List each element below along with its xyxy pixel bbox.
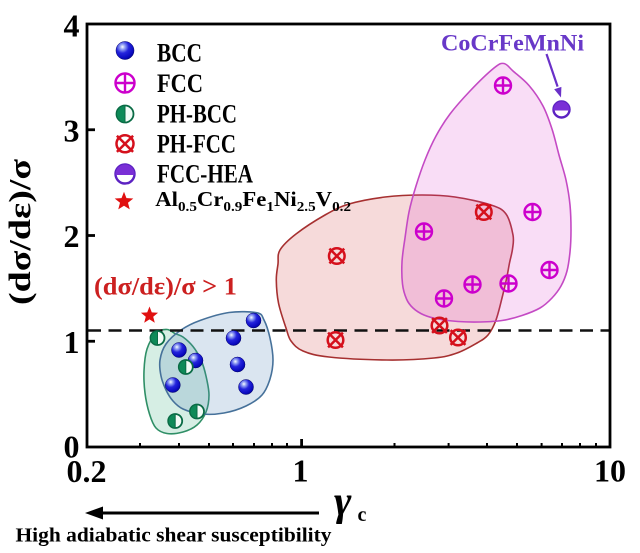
svg-text:0: 0	[64, 429, 80, 465]
svg-text:10: 10	[594, 453, 626, 489]
svg-text:c: c	[358, 504, 367, 526]
svg-text:(dσ/dε)/σ > 1: (dσ/dε)/σ > 1	[94, 272, 237, 301]
svg-text:PH-BCC: PH-BCC	[157, 99, 237, 128]
svg-text:FCC-HEA: FCC-HEA	[157, 160, 253, 189]
svg-text:BCC: BCC	[157, 39, 202, 68]
svg-text:3: 3	[64, 113, 80, 149]
svg-text:PH-FCC: PH-FCC	[157, 130, 236, 159]
svg-text:1: 1	[64, 324, 80, 360]
svg-text:0.2: 0.2	[67, 453, 107, 489]
svg-text:γ: γ	[334, 479, 352, 525]
svg-text:4: 4	[64, 8, 80, 44]
svg-text:FCC: FCC	[157, 69, 203, 98]
svg-text:2: 2	[64, 218, 80, 254]
svg-text:CoCrFeMnNi: CoCrFeMnNi	[441, 31, 585, 56]
svg-text:1: 1	[293, 453, 309, 489]
svg-text:(dσ/dε)/σ: (dσ/dε)/σ	[2, 159, 37, 305]
svg-text:High adiabatic shear susceptib: High adiabatic shear susceptibility	[16, 525, 332, 547]
